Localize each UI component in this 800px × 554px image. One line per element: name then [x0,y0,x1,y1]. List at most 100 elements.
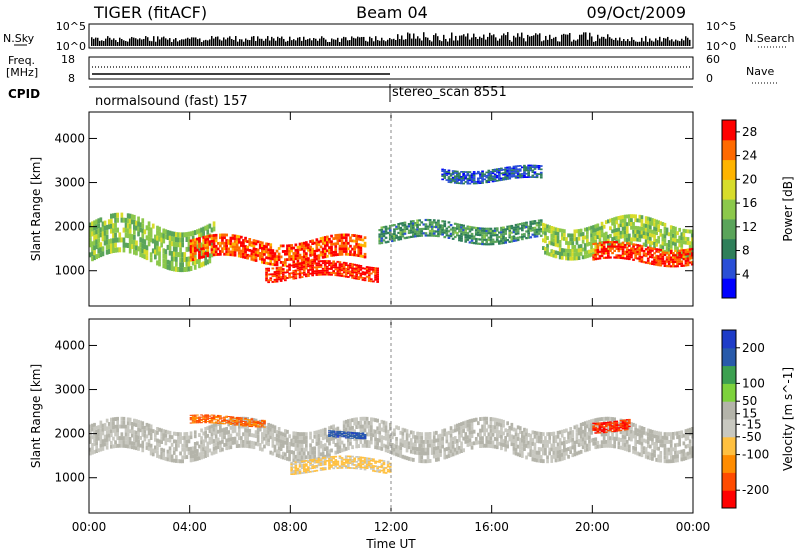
data-cell [237,240,241,244]
data-cell [216,253,220,256]
data-cell [508,425,512,430]
data-cell [103,434,107,439]
nsky-bar [577,39,579,46]
nsky-bar [651,40,653,46]
nsky-bar [383,40,385,46]
data-cell [351,445,354,450]
data-cell [288,442,291,446]
data-cell [302,432,306,437]
data-cell [405,429,409,434]
data-cell [105,441,109,446]
data-cell [659,431,663,436]
data-cell [240,235,243,239]
data-cell [240,241,243,245]
data-cell [372,470,375,472]
data-cell [391,450,394,455]
nsky-bar [161,37,163,46]
data-cell [474,440,478,445]
data-cell [191,238,195,242]
data-cell [565,252,568,257]
data-cell [189,446,193,451]
data-cell [137,443,140,447]
data-cell [124,242,128,248]
data-cell [657,220,660,225]
data-cell [418,447,421,452]
data-cell [412,450,415,455]
data-cell [344,427,348,432]
data-cell [158,256,161,262]
data-cell [472,235,476,238]
data-cell [367,421,371,425]
data-cell [531,227,535,230]
data-cell [688,450,692,455]
data-cell [579,251,583,256]
data-cell [426,447,430,452]
data-cell [550,233,554,238]
data-cell [292,458,296,463]
data-cell [628,257,631,261]
nsky-bar [257,36,259,46]
data-cell [621,215,625,219]
data-cell [405,444,409,449]
data-cell [544,250,547,255]
data-cell [407,223,411,226]
data-cell [185,246,189,252]
data-cell [307,455,310,459]
data-cell [424,447,428,452]
data-cell [424,234,428,237]
data-cell [460,441,463,446]
data-cell [298,439,302,444]
data-cell [412,233,415,236]
data-cell [374,437,377,442]
data-cell [600,246,604,249]
data-cell [498,169,501,172]
data-cell [674,246,677,250]
data-cell [420,230,424,233]
data-cell [462,182,465,185]
data-cell [401,222,405,225]
data-cell [458,426,461,431]
data-cell [586,432,589,436]
data-cell [233,245,237,249]
data-cell [210,428,214,433]
data-cell [294,273,298,276]
data-cell [508,225,512,228]
data-cell [502,173,505,176]
data-cell [107,429,111,434]
data-cell [581,445,585,450]
data-cell [133,434,136,438]
data-cell [487,443,491,448]
data-cell [531,169,535,172]
data-cell [237,249,241,252]
data-cell [229,433,233,438]
data-cell [116,443,119,448]
data-cell [342,428,346,433]
data-cell [667,243,671,248]
data-cell [357,421,361,425]
data-cell [311,470,314,473]
data-cell [97,425,101,430]
data-cell [254,248,258,251]
data-cell [302,447,306,452]
data-cell [309,451,312,455]
data-cell [445,439,449,444]
data-cell [393,443,396,448]
data-cell [128,213,132,219]
data-cell [307,246,310,249]
data-cell [512,237,516,240]
data-cell [493,425,497,430]
data-cell [328,273,331,276]
data-cell [462,172,465,175]
data-cell [678,442,681,447]
data-cell [407,433,411,438]
data-cell [300,266,304,269]
data-cell [680,232,684,237]
data-cell [504,175,507,177]
data-cell [112,243,115,248]
data-cell [474,237,478,241]
data-cell [319,269,323,272]
data-cell [464,231,468,234]
data-cell [237,436,241,441]
data-cell [202,244,205,248]
data-cell [162,429,166,434]
